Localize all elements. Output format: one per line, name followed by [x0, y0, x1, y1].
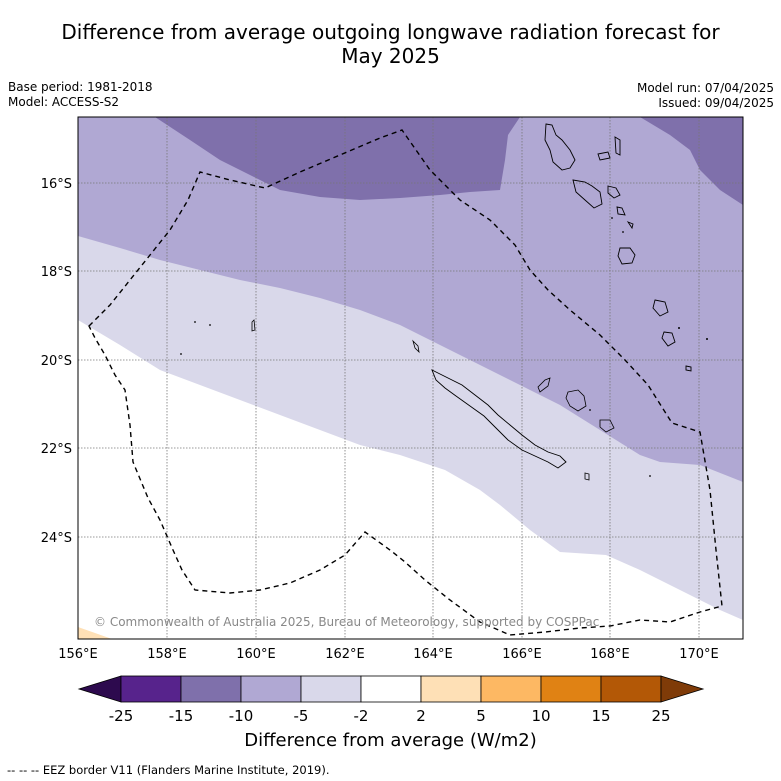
colorbar-tick-label: 2 — [416, 707, 426, 725]
small-islets — [180, 217, 708, 477]
model-name: Model: ACCESS-S2 — [8, 95, 120, 109]
colorbar-tick-label: 5 — [476, 707, 486, 725]
meta-right: Model run: 07/04/2025 Issued: 09/04/2025 — [637, 81, 774, 111]
colorbar-segment — [240, 675, 302, 703]
colorbar-tick-label: 15 — [591, 707, 610, 725]
colorbar: -25 -15 -10 -5 -2 2 5 10 15 25 — [77, 675, 705, 725]
colorbar-title: Difference from average (W/m2) — [244, 730, 537, 751]
island-mare — [599, 419, 615, 433]
colorbar-tick-label: -15 — [169, 707, 194, 725]
colorbar-segment — [120, 675, 182, 703]
graticule — [78, 117, 743, 639]
lat-label-18s: 18°S — [41, 265, 72, 280]
colorbar-segment — [180, 675, 242, 703]
colorbar-tick-label: 10 — [531, 707, 550, 725]
colorbar-segment — [300, 675, 362, 703]
eez-border — [88, 129, 723, 636]
colorbar-extend-low — [77, 675, 122, 703]
title-line-2: May 2025 — [341, 44, 440, 68]
colorbar-tick-label: -5 — [294, 707, 309, 725]
lat-label-24s: 24°S — [41, 531, 72, 546]
colorbar-tick-label: -2 — [354, 707, 369, 725]
band-minus5-to-minus10 — [78, 117, 743, 482]
copyright-notice: © Commonwealth of Australia 2025, Bureau… — [94, 615, 599, 629]
colorbar-segment — [540, 675, 602, 703]
colorbar-tick-label: 25 — [651, 707, 670, 725]
eez-footnote: -- -- -- EEZ border V11 (Flanders Marine… — [7, 763, 330, 777]
chart-title: Difference from average outgoing longwav… — [0, 20, 781, 68]
colorbar-segment — [420, 675, 482, 703]
island-chesterfield — [251, 319, 256, 332]
band-plus2-to-plus5-corner — [78, 627, 112, 639]
lon-label-158e: 158°E — [147, 647, 187, 662]
lon-label-170e: 170°E — [679, 647, 719, 662]
lat-label-20s: 20°S — [41, 354, 72, 369]
island-belep — [412, 339, 420, 354]
colorbar-extend-high — [660, 675, 705, 703]
vanuatu-islands — [544, 123, 692, 372]
model-run: Model run: 07/04/2025 — [636, 81, 774, 95]
lat-label-16s: 16°S — [41, 177, 72, 192]
latitude-labels: 16°S 18°S 20°S 22°S 24°S — [41, 177, 72, 546]
meta-left: Base period: 1981-2018 Model: ACCESS-S2 — [8, 80, 153, 110]
lon-label-160e: 160°E — [236, 647, 276, 662]
base-period: Base period: 1981-2018 — [8, 80, 153, 94]
longitude-labels: 156°E 158°E 160°E 162°E 164°E 166°E 168°… — [58, 647, 719, 662]
colorbar-segment — [480, 675, 542, 703]
title-line-1: Difference from average outgoing longwav… — [61, 20, 720, 44]
lon-label-166e: 166°E — [502, 647, 542, 662]
map-fill-layers: © Commonwealth of Australia 2025, Bureau… — [78, 117, 743, 639]
map-frame — [77, 116, 744, 640]
colorbar-segment — [600, 675, 662, 703]
lat-label-22s: 22°S — [41, 442, 72, 457]
issued-date: Issued: 09/04/2025 — [658, 96, 774, 110]
lon-label-162e: 162°E — [325, 647, 365, 662]
island-lifou — [565, 389, 587, 412]
colorbar-segment — [360, 675, 422, 703]
colorbar-tick-label: -10 — [229, 707, 254, 725]
band-minus10-to-minus15-west — [155, 117, 520, 200]
lon-label-156e: 156°E — [58, 647, 98, 662]
colorbar-tick-label: -25 — [109, 707, 134, 725]
lon-label-164e: 164°E — [413, 647, 453, 662]
lon-label-168e: 168°E — [590, 647, 630, 662]
island-ouvea — [537, 377, 551, 393]
island-pines — [584, 472, 590, 481]
new-caledonia-island — [431, 369, 567, 469]
